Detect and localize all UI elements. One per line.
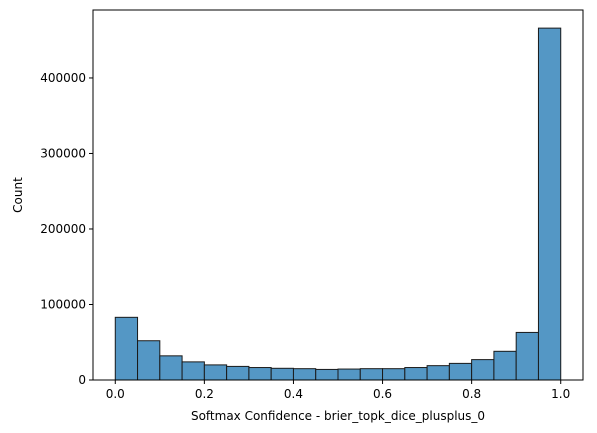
x-tick-label: 0.2	[195, 387, 214, 401]
histogram-bar	[537, 27, 562, 381]
histogram-bar	[292, 368, 317, 381]
x-tick-label: 0.6	[373, 387, 392, 401]
histogram-bar	[426, 365, 450, 381]
histogram-bar	[159, 355, 183, 381]
histogram-bar	[137, 340, 161, 381]
y-axis-ticks: 0 100000 200000 300000 400000	[40, 71, 93, 387]
histogram-bar	[226, 365, 250, 381]
histogram-bar	[359, 368, 384, 381]
y-tick-label: 400000	[40, 71, 86, 85]
histogram-bar	[248, 367, 272, 381]
histogram-bar	[471, 359, 495, 381]
x-tick-label: 0.4	[284, 387, 303, 401]
histogram-bar	[114, 316, 139, 381]
plot-frame	[92, 9, 584, 381]
y-axis-label: Count	[11, 177, 25, 213]
y-tick-label: 200000	[40, 222, 86, 236]
histogram-bar	[337, 368, 361, 381]
y-tick-label: 300000	[40, 146, 86, 160]
histogram-bar	[404, 367, 428, 381]
histogram-bar	[382, 368, 406, 381]
histogram-bar	[181, 361, 205, 381]
histogram-bar	[315, 368, 339, 381]
histogram-bar	[493, 350, 517, 381]
histogram-bar	[515, 331, 539, 381]
bars-group	[114, 27, 562, 381]
histogram-bar	[203, 364, 228, 381]
x-tick-label: 0.8	[462, 387, 481, 401]
x-tick-label: 0.0	[106, 387, 125, 401]
x-axis-label: Softmax Confidence - brier_topk_dice_plu…	[191, 409, 485, 423]
y-tick-label: 0	[78, 373, 86, 387]
y-tick-label: 100000	[40, 297, 86, 311]
histogram-bar	[448, 362, 473, 381]
histogram-bar	[270, 367, 294, 381]
x-axis-ticks: 0.0 0.2 0.4 0.6 0.8 1.0	[106, 380, 570, 401]
x-tick-label: 1.0	[551, 387, 570, 401]
